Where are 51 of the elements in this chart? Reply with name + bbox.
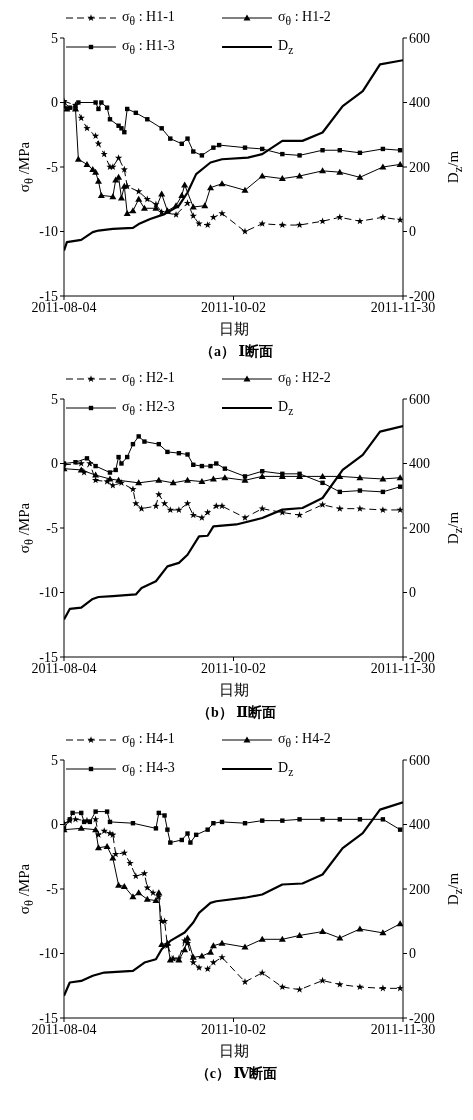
y-tick-label: -10 xyxy=(39,946,58,962)
y2-tick-label: 0 xyxy=(409,224,416,240)
y2-tick-label: 400 xyxy=(409,817,430,833)
legend-label: D$_{z}$ xyxy=(278,37,294,57)
y-tick-label: -5 xyxy=(46,159,58,175)
legend-label: σ$_{θ}$ : H2-3 xyxy=(122,398,175,418)
y-tick-label: -5 xyxy=(46,881,58,897)
y-tick-label: -15 xyxy=(39,1010,58,1026)
legend-label: σ$_{θ}$ : H2-2 xyxy=(278,370,331,389)
y2-tick-label: 400 xyxy=(409,456,430,472)
y-tick-label: 5 xyxy=(51,391,58,407)
y2-tick-label: 200 xyxy=(409,159,430,175)
y-tick-label: -10 xyxy=(39,585,58,601)
x-axis-title: 日期 xyxy=(217,681,250,700)
x-tick-label: 2011-10-02 xyxy=(201,299,266,315)
legend-label: D$_{z}$ xyxy=(278,759,294,779)
y-tick-label: -5 xyxy=(46,520,58,536)
text: （b） Ⅱ断面 xyxy=(195,704,278,722)
y2-tick-label: 600 xyxy=(409,391,430,407)
legend-label: σ$_{θ}$ : H4-3 xyxy=(122,759,175,779)
legend-label: σ$_{θ}$ : H1-3 xyxy=(122,37,175,57)
legend-label: σ$_{θ}$ : H1-2 xyxy=(278,9,331,28)
x-tick-label: 2011-10-02 xyxy=(201,660,266,676)
y-tick-label: 0 xyxy=(51,95,58,111)
y2-tick-label: -200 xyxy=(409,288,435,304)
y2-tick-label: 600 xyxy=(409,752,430,768)
y2-tick-label: 400 xyxy=(409,95,430,111)
y-tick-label: -10 xyxy=(39,224,58,240)
x-axis-title: 日期 xyxy=(217,1042,250,1061)
y-tick-label: -15 xyxy=(39,649,58,665)
y-tick-label: 0 xyxy=(51,817,58,833)
legend-label: σ$_{θ}$ : H4-1 xyxy=(122,731,175,750)
y-tick-label: 0 xyxy=(51,456,58,472)
y-tick-label: -15 xyxy=(39,288,58,304)
y2-tick-label: 0 xyxy=(409,946,416,962)
x-axis-title: 日期 xyxy=(217,320,250,339)
text: （a） Ⅰ断面 xyxy=(198,343,275,361)
y2-tick-label: -200 xyxy=(409,1010,435,1026)
y2-tick-label: 600 xyxy=(409,30,430,46)
legend-label: D$_{z}$ xyxy=(278,398,294,418)
y2-tick-label: -200 xyxy=(409,649,435,665)
legend-label: σ$_{θ}$ : H4-2 xyxy=(278,731,331,750)
legend-label: σ$_{θ}$ : H2-1 xyxy=(122,370,175,389)
text: （c） Ⅳ断面 xyxy=(194,1065,279,1083)
y2-tick-label: 0 xyxy=(409,585,416,601)
y2-tick-label: 200 xyxy=(409,520,430,536)
x-tick-label: 2011-10-02 xyxy=(201,1021,266,1037)
legend-label: σ$_{θ}$ : H1-1 xyxy=(122,9,175,28)
y2-tick-label: 200 xyxy=(409,881,430,897)
y-tick-label: 5 xyxy=(51,752,58,768)
y-tick-label: 5 xyxy=(51,30,58,46)
